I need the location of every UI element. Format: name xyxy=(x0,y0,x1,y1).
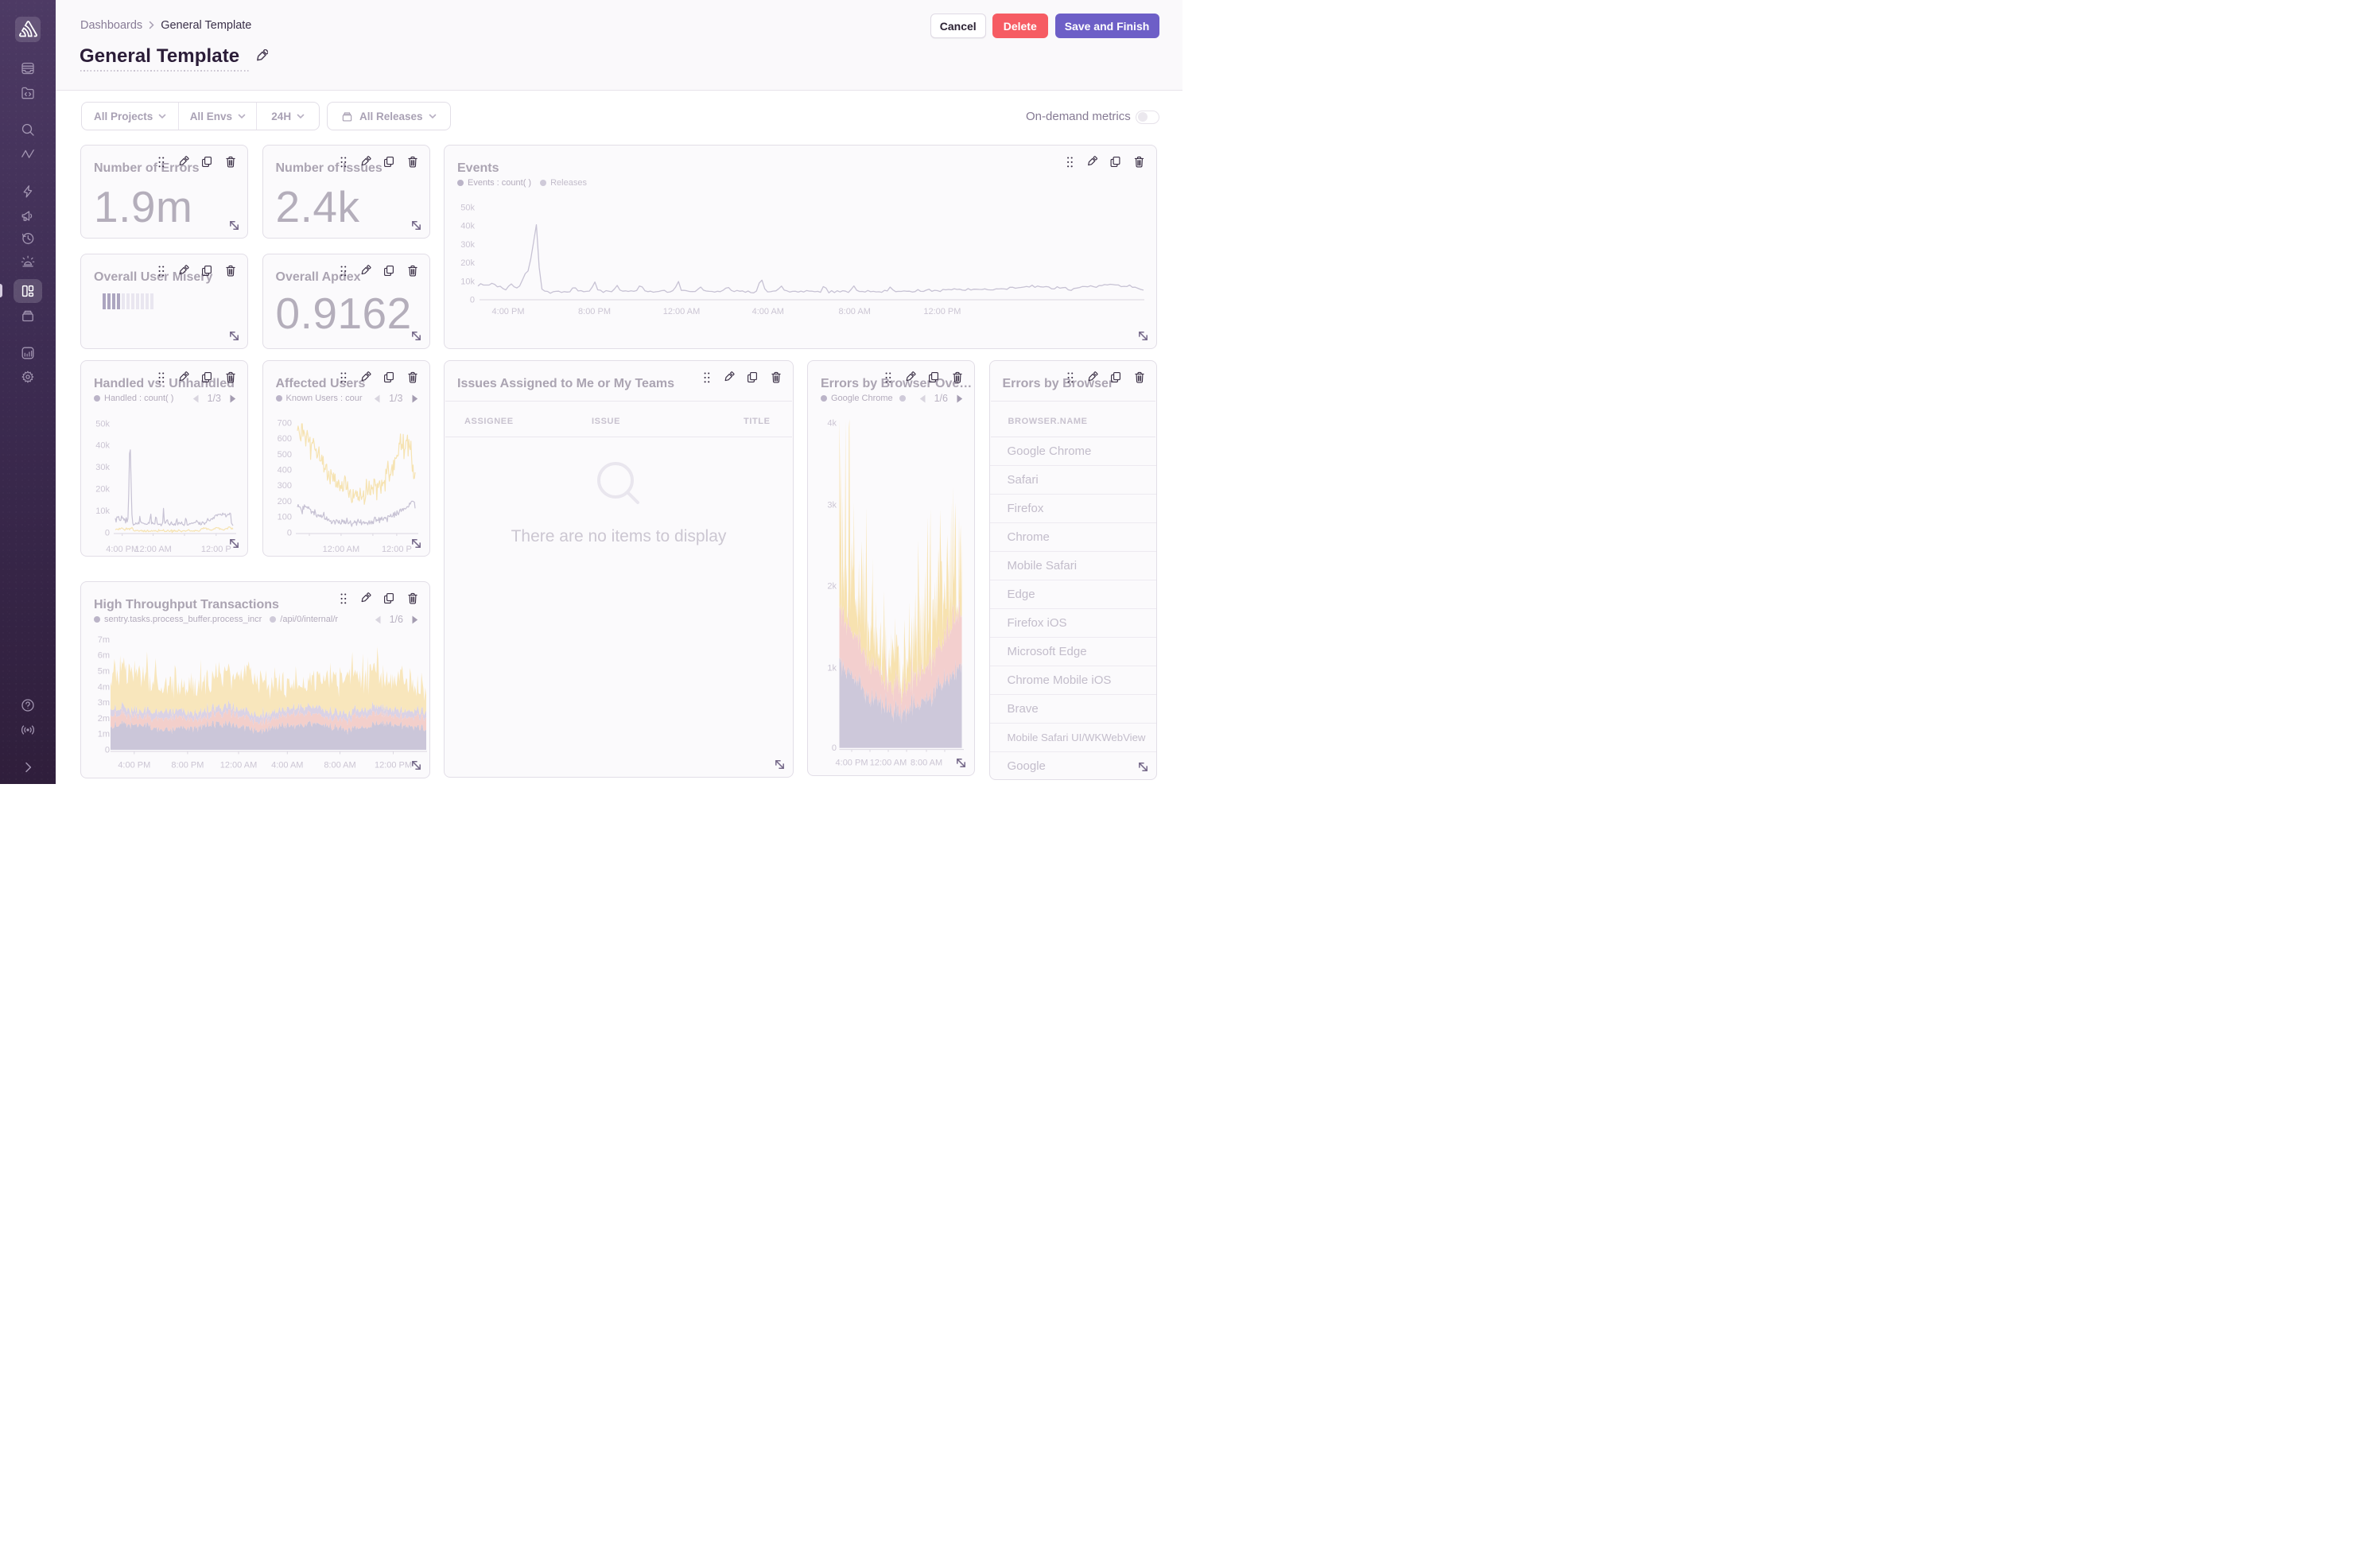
svg-text:4:00 PM: 4:00 PM xyxy=(106,545,138,554)
svg-text:40k: 40k xyxy=(95,441,110,451)
svg-text:12:00 AM: 12:00 AM xyxy=(134,545,171,554)
svg-text:2k: 2k xyxy=(827,582,837,592)
svg-text:200: 200 xyxy=(277,497,291,506)
svg-text:0: 0 xyxy=(286,528,291,538)
svg-text:10k: 10k xyxy=(95,506,110,516)
svg-text:8:00 AM: 8:00 AM xyxy=(911,759,942,768)
svg-text:3k: 3k xyxy=(827,501,837,510)
svg-text:4k: 4k xyxy=(827,419,837,429)
svg-text:0: 0 xyxy=(832,743,837,753)
svg-text:2m: 2m xyxy=(98,714,110,724)
svg-text:12:00 PM: 12:00 PM xyxy=(923,307,961,316)
svg-text:600: 600 xyxy=(277,434,291,444)
svg-text:7m: 7m xyxy=(98,635,110,645)
svg-text:1m: 1m xyxy=(98,730,110,739)
svg-text:400: 400 xyxy=(277,466,291,475)
svg-text:8:00 AM: 8:00 AM xyxy=(324,761,355,770)
svg-text:500: 500 xyxy=(277,450,291,460)
svg-text:50k: 50k xyxy=(460,204,475,213)
svg-text:12:00 AM: 12:00 AM xyxy=(663,307,700,316)
svg-text:4:00 AM: 4:00 AM xyxy=(271,761,303,770)
svg-text:0: 0 xyxy=(470,296,475,305)
svg-text:700: 700 xyxy=(277,418,291,428)
svg-text:12:00 PM: 12:00 PM xyxy=(375,761,412,770)
svg-text:20k: 20k xyxy=(460,258,475,268)
svg-text:0: 0 xyxy=(105,528,110,538)
svg-text:1k: 1k xyxy=(827,664,837,673)
svg-text:8:00 PM: 8:00 PM xyxy=(578,307,611,316)
svg-text:50k: 50k xyxy=(95,419,110,429)
svg-text:4:00 AM: 4:00 AM xyxy=(752,307,784,316)
svg-text:4:00 PM: 4:00 PM xyxy=(492,307,525,316)
svg-text:30k: 30k xyxy=(95,463,110,472)
svg-text:10k: 10k xyxy=(460,277,475,286)
svg-text:4m: 4m xyxy=(98,682,110,692)
svg-text:12:00 AM: 12:00 AM xyxy=(870,759,907,768)
svg-text:8:00 AM: 8:00 AM xyxy=(839,307,871,316)
svg-text:100: 100 xyxy=(277,513,291,522)
svg-text:5m: 5m xyxy=(98,667,110,677)
svg-text:12:00 P: 12:00 P xyxy=(381,545,411,554)
svg-text:40k: 40k xyxy=(460,222,475,231)
svg-text:12:00 P: 12:00 P xyxy=(201,545,231,554)
svg-text:12:00 AM: 12:00 AM xyxy=(220,761,257,770)
svg-text:4:00 PM: 4:00 PM xyxy=(836,759,868,768)
svg-text:0: 0 xyxy=(105,746,110,755)
svg-text:12:00 AM: 12:00 AM xyxy=(322,545,359,554)
svg-text:3m: 3m xyxy=(98,698,110,708)
svg-text:20k: 20k xyxy=(95,485,110,495)
svg-text:300: 300 xyxy=(277,481,291,491)
svg-text:8:00 PM: 8:00 PM xyxy=(171,761,204,770)
svg-text:30k: 30k xyxy=(460,240,475,250)
svg-text:4:00 PM: 4:00 PM xyxy=(118,761,150,770)
svg-text:6m: 6m xyxy=(98,651,110,661)
